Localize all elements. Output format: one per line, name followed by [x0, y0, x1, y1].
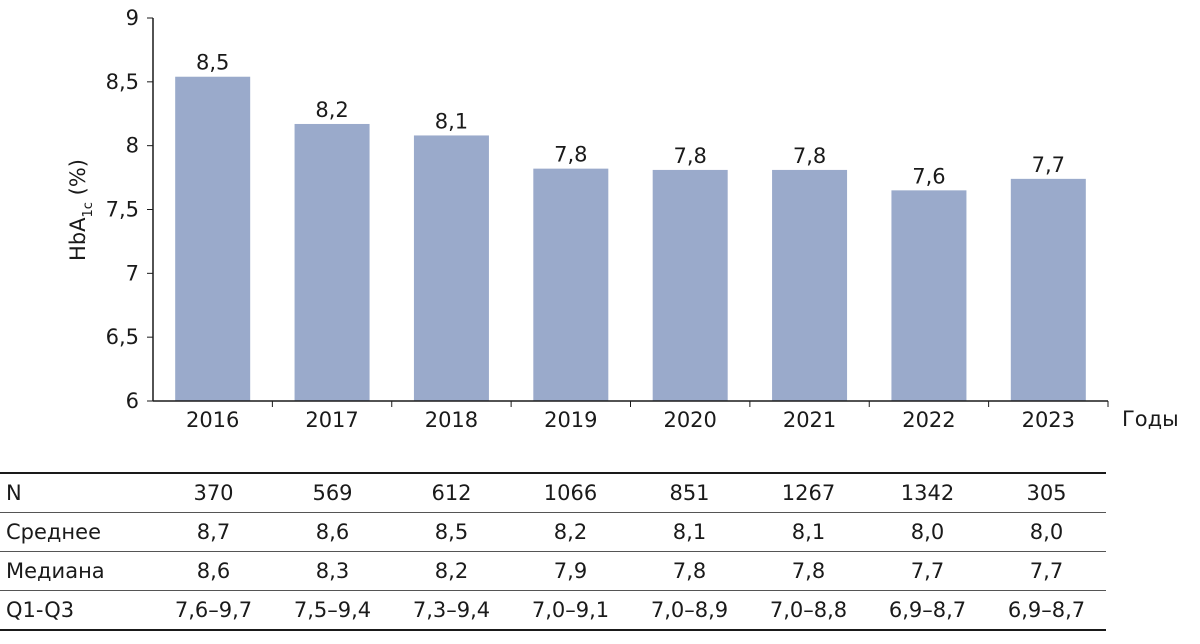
y-tick-label: 7: [126, 261, 139, 285]
table-cell: 8,6: [154, 551, 273, 591]
bar-2019: [533, 168, 609, 401]
table-cell: 6,9–8,7: [1007, 598, 1086, 622]
table-cell: 1267: [749, 473, 868, 513]
table-cell: 370: [154, 473, 273, 513]
x-tick-label-2016: 2016: [186, 408, 239, 432]
table-cell: 8,3: [273, 551, 392, 591]
row-header: Среднее: [0, 512, 154, 552]
table-cell: 7,0–8,9: [650, 598, 729, 622]
bars: [175, 76, 1086, 402]
table-cell: 8,1: [630, 512, 749, 552]
x-ticks: 2016 2017 2018 2019 2020 2021 2022 2023: [186, 401, 1109, 432]
table-cell: 7,0–9,1: [531, 598, 610, 622]
y-tick-label: 6: [126, 389, 139, 413]
table-cell: 7,5–9,4: [293, 598, 372, 622]
table-cell: 851: [630, 473, 749, 513]
table-cell: 8,6: [273, 512, 392, 552]
y-ticks: 6 6,5 7 7,5 8 8,5 9: [106, 6, 153, 413]
bar-2022: [891, 190, 967, 401]
table-cell: 569: [273, 473, 392, 513]
data-label-2019: 7,8: [554, 143, 587, 167]
table-cell: 8,0: [987, 512, 1106, 552]
bar-2021: [772, 169, 848, 401]
x-tick-label-2020: 2020: [663, 408, 716, 432]
bar-2023: [1010, 178, 1086, 401]
statistics-table: N 370 569 612 1066 851 1267 1342 305 Среднее 8,7 8,…: [0, 472, 1106, 631]
table-cell: 8,1: [749, 512, 868, 552]
y-axis-label: HbA1c (%): [66, 159, 96, 261]
table-row: Среднее 8,7 8,6 8,5 8,2 8,1 8,1 8,0 8,0: [0, 512, 1106, 552]
x-tick-label-2023: 2023: [1022, 408, 1075, 432]
table-cell: 8,5: [392, 512, 511, 552]
data-labels: 8,5 8,2 8,1 7,8 7,8 7,8 7,6 7,7: [196, 51, 1065, 189]
table-cell: 612: [392, 473, 511, 513]
y-tick-label: 7,5: [106, 198, 139, 222]
table-cell: 7,3–9,4: [412, 598, 491, 622]
bar-2020: [652, 169, 728, 401]
table-cell: 8,7: [154, 512, 273, 552]
table-cell: 8,2: [392, 551, 511, 591]
x-tick-label-2019: 2019: [544, 408, 597, 432]
x-tick-label-2017: 2017: [305, 408, 358, 432]
table-cell: 7,6–9,7: [174, 598, 253, 622]
hba1c-bar-chart: 8,5 8,2 8,1 7,8 7,8 7,8 7,6 7,7 6 6,5 7 7,5 8 8,5 9 2…: [66, 6, 1179, 432]
y-tick-label: 9: [126, 6, 139, 30]
bar-2017: [294, 123, 370, 402]
x-tick-label-2018: 2018: [425, 408, 478, 432]
y-tick-label: 8,5: [106, 70, 139, 94]
data-label-2016: 8,5: [196, 51, 229, 75]
table-cell: 1342: [868, 473, 987, 513]
table-cell: 8,2: [511, 512, 630, 552]
table-cell: 7,8: [630, 551, 749, 591]
x-axis-unit-label: Годы: [1122, 407, 1179, 431]
table-cell: 305: [987, 473, 1106, 513]
row-header: N: [0, 473, 154, 513]
row-header: Медиана: [0, 551, 154, 591]
table-cell: 7,0–8,8: [769, 598, 848, 622]
data-label-2020: 7,8: [673, 144, 706, 168]
y-tick-label: 8: [126, 134, 139, 158]
table-row: Q1-Q3 7,6–9,7 7,5–9,4 7,3–9,4 7,0–9,1 7,0–8,9…: [0, 591, 1106, 631]
table-cell: 8,0: [868, 512, 987, 552]
table-cell: 1066: [511, 473, 630, 513]
table-cell: 7,7: [868, 551, 987, 591]
x-tick-label-2022: 2022: [902, 408, 955, 432]
table-cell: 7,7: [987, 551, 1106, 591]
data-label-2018: 8,1: [435, 109, 468, 133]
data-label-2021: 7,8: [793, 144, 826, 168]
row-header: Q1-Q3: [6, 598, 75, 622]
data-label-2022: 7,6: [912, 164, 945, 188]
bar-2016: [175, 76, 251, 401]
data-label-2017: 8,2: [315, 98, 348, 122]
table-cell: 7,9: [511, 551, 630, 591]
table-cell: 6,9–8,7: [888, 598, 967, 622]
x-tick-label-2021: 2021: [783, 408, 836, 432]
table-row: N 370 569 612 1066 851 1267 1342 305: [0, 473, 1106, 513]
table-row: Медиана 8,6 8,3 8,2 7,9 7,8 7,8 7,7 7,7: [0, 551, 1106, 591]
table-cell: 7,8: [749, 551, 868, 591]
bar-2018: [413, 135, 489, 401]
y-tick-label: 6,5: [106, 325, 139, 349]
data-label-2023: 7,7: [1032, 153, 1065, 177]
